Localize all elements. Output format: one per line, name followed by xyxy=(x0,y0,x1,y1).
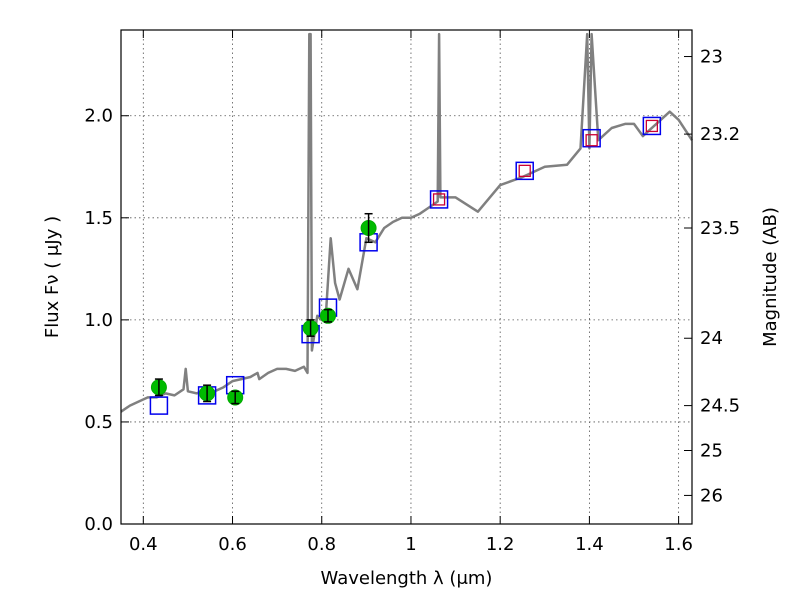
label-layer: 0.4 0.6 0.8 1 1.2 1.4 1.6 0.0 0.5 1.0 1.5 2.0 23 23.2… xyxy=(42,47,781,589)
x-axis-label: Wavelength λ (μm) xyxy=(321,568,493,589)
plot-frame xyxy=(120,29,693,525)
highlight-box-point xyxy=(518,164,531,178)
y2-tick-label: 24 xyxy=(700,328,723,349)
y2-tick-label: 23.2 xyxy=(700,124,740,145)
y2-tick-label: 23 xyxy=(700,47,723,68)
x-tick-label: 0.4 xyxy=(129,534,158,555)
photometry-layer xyxy=(150,212,377,406)
y2-tick-label: 26 xyxy=(700,485,723,506)
y2-tick-label: 23.5 xyxy=(700,218,740,239)
model-box-point xyxy=(429,190,449,209)
y2-tick-label: 24.5 xyxy=(700,396,740,417)
y2-tick-label: 25 xyxy=(700,441,723,462)
model-box-point xyxy=(515,161,534,181)
y2-axis-label: Magnitude (AB) xyxy=(760,207,781,347)
y-tick-label: 0.0 xyxy=(84,514,113,535)
x-tick-label: 1 xyxy=(405,534,416,555)
x-tick-label: 1.2 xyxy=(486,534,515,555)
tick-layer xyxy=(121,30,692,525)
highlight-box-point xyxy=(645,119,659,133)
y-axis-label: Flux Fν ( μJy ) xyxy=(42,216,63,338)
model-box-point xyxy=(642,116,662,136)
x-tick-label: 0.8 xyxy=(307,534,336,555)
x-tick-label: 1.4 xyxy=(575,534,604,555)
highlight-box-point xyxy=(585,134,598,147)
model-box-point xyxy=(149,396,169,415)
highlight-box-point xyxy=(432,193,446,206)
model-box-point xyxy=(582,128,601,148)
y-tick-label: 2.0 xyxy=(84,106,113,127)
x-tick-label: 1.6 xyxy=(664,534,693,555)
y-tick-label: 1.0 xyxy=(84,310,113,331)
x-tick-label: 0.6 xyxy=(218,534,247,555)
y-tick-label: 1.5 xyxy=(84,208,113,229)
y-tick-label: 0.5 xyxy=(84,412,113,433)
